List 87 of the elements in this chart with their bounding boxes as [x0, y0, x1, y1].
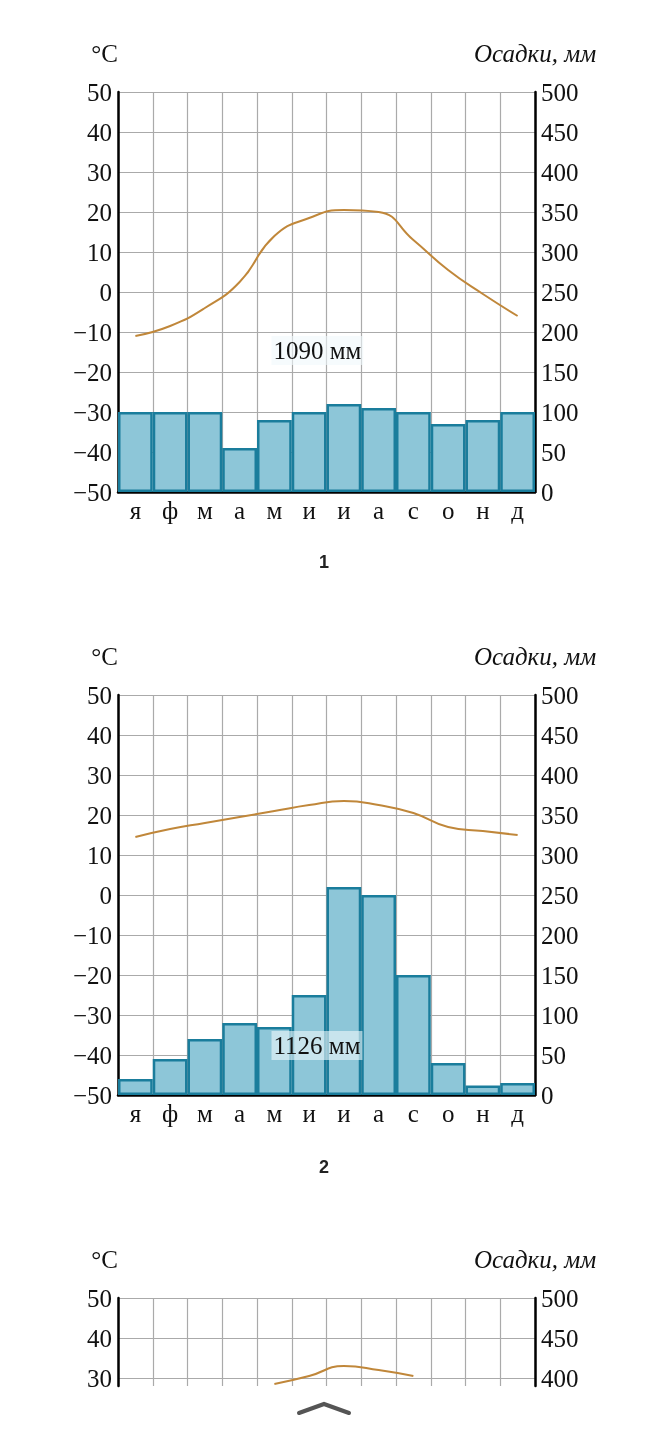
x-tick-label: с — [407, 1100, 419, 1127]
x-tick-label: м — [266, 1100, 283, 1127]
y-tick-label: 30 — [87, 761, 112, 789]
y-tick-label: 40 — [87, 1324, 112, 1352]
x-tick-label: м — [266, 497, 283, 524]
y2-tick-label: 250 — [541, 278, 579, 306]
x-tick-label: м — [196, 1100, 213, 1127]
x-tick-label: и — [302, 497, 316, 524]
y2-axis-title: Осадки, мм — [473, 40, 597, 67]
y2-tick-label: 500 — [541, 78, 579, 106]
y2-tick-label: 350 — [541, 198, 579, 226]
y-axis-title: °C — [91, 643, 118, 670]
x-tick-label: я — [129, 497, 142, 524]
y2-tick-label: 450 — [541, 721, 579, 749]
y-tick-label: 20 — [87, 198, 112, 226]
y-tick-label: 20 — [87, 801, 112, 829]
x-tick-label: м — [196, 497, 213, 524]
x-tick-label: а — [373, 497, 385, 524]
y-tick-label: 0 — [99, 881, 112, 909]
y-tick-label: 50 — [87, 78, 112, 106]
y2-tick-label: 400 — [541, 761, 579, 789]
y-tick-label: 0 — [99, 278, 112, 306]
y-tick-label: −10 — [72, 921, 112, 949]
x-tick-label: и — [337, 497, 351, 524]
x-tick-label: а — [234, 1100, 246, 1127]
y2-tick-label: 300 — [541, 238, 579, 266]
y-tick-label: 40 — [87, 721, 112, 749]
y-tick-label: −20 — [72, 358, 112, 386]
y2-axis-title: Осадки, мм — [473, 1246, 597, 1273]
x-tick-label: я — [129, 1100, 142, 1127]
y2-axis-title: Осадки, мм — [473, 643, 597, 670]
line-series — [273, 1365, 415, 1385]
y-tick-label: −30 — [72, 398, 112, 426]
x-tick-label: а — [373, 1100, 385, 1127]
y-tick-label: 40 — [87, 118, 112, 146]
y-tick-label: 30 — [87, 158, 112, 186]
y2-tick-label: 150 — [541, 961, 579, 989]
x-tick-label: н — [476, 497, 490, 524]
y2-tick-label: 450 — [541, 1324, 579, 1352]
y-tick-label: −40 — [72, 1041, 112, 1069]
y2-tick-label: 450 — [541, 118, 579, 146]
x-tick-label: а — [234, 497, 246, 524]
y2-tick-label: 0 — [541, 478, 554, 506]
y-tick-label: −50 — [72, 478, 112, 506]
y2-tick-label: 400 — [541, 1364, 579, 1392]
y-tick-label: −30 — [72, 1001, 112, 1029]
y2-tick-label: 250 — [541, 881, 579, 909]
x-tick-label: с — [407, 497, 419, 524]
y2-tick-label: 350 — [541, 801, 579, 829]
line-series — [134, 800, 519, 838]
text: 2 — [318, 1157, 330, 1177]
y-axis-title: °C — [91, 40, 118, 67]
y2-tick-label: 200 — [541, 921, 579, 949]
x-tick-label: н — [476, 1100, 490, 1127]
y-tick-label: −20 — [72, 961, 112, 989]
y2-tick-label: 150 — [541, 358, 579, 386]
y-tick-label: 30 — [87, 1364, 112, 1392]
y2-tick-label: 50 — [541, 438, 566, 466]
y2-tick-label: 400 — [541, 158, 579, 186]
annotation: 1090 мм — [273, 337, 362, 364]
y2-tick-label: 100 — [541, 398, 579, 426]
y2-tick-label: 500 — [541, 1284, 579, 1312]
x-tick-label: ф — [162, 497, 179, 524]
y2-tick-label: 50 — [541, 1041, 566, 1069]
y-tick-label: −40 — [72, 438, 112, 466]
x-tick-label: д — [511, 1100, 525, 1127]
y-tick-label: 10 — [87, 238, 112, 266]
x-tick-label: и — [337, 1100, 351, 1127]
y2-tick-label: 300 — [541, 841, 579, 869]
y-tick-label: 50 — [87, 1284, 112, 1312]
y2-tick-label: 200 — [541, 318, 579, 346]
y-tick-label: 10 — [87, 841, 112, 869]
y2-tick-label: 500 — [541, 681, 579, 709]
x-tick-label: о — [441, 497, 455, 524]
y-tick-label: −10 — [72, 318, 112, 346]
y2-tick-label: 100 — [541, 1001, 579, 1029]
annotation: 1126 мм — [273, 1032, 361, 1059]
line-series — [134, 209, 519, 337]
y-tick-label: 50 — [87, 681, 112, 709]
y-axis-title: °C — [91, 1246, 118, 1273]
x-tick-label: д — [511, 497, 525, 524]
x-tick-label: ф — [162, 1100, 179, 1127]
x-tick-label: о — [441, 1100, 455, 1127]
text: 1 — [318, 552, 330, 572]
y2-tick-label: 0 — [541, 1081, 554, 1109]
y-tick-label: −50 — [72, 1081, 112, 1109]
x-tick-label: и — [302, 1100, 316, 1127]
